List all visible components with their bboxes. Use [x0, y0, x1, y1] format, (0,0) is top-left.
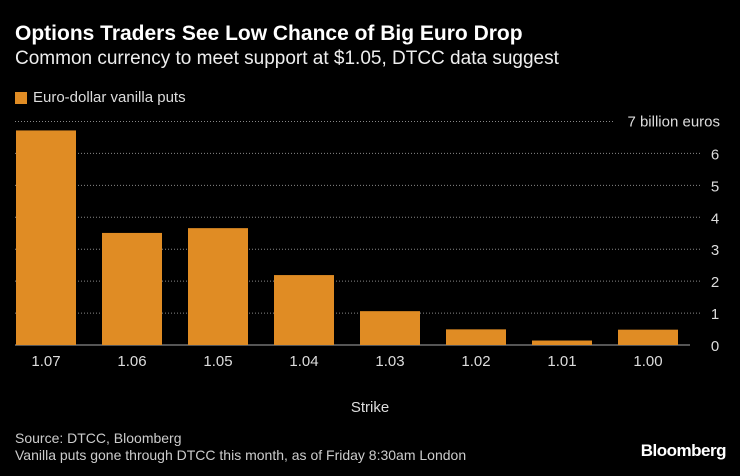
x-tick-label: 1.05 [203, 353, 232, 370]
y-tick-label: 0 [711, 338, 719, 355]
bar-1.04 [274, 275, 334, 345]
chart-title: Options Traders See Low Chance of Big Eu… [15, 22, 523, 45]
y-tick-label: 2 [711, 274, 719, 291]
bar-1.03 [360, 311, 420, 345]
y-tick-label: 5 [711, 178, 719, 195]
x-tick-label: 1.06 [117, 353, 146, 370]
y-tick-label: 6 [711, 146, 719, 163]
footnote-text: Vanilla puts gone through DTCC this mont… [15, 447, 467, 463]
x-tick-label: 1.04 [289, 353, 318, 370]
x-tick-label: 1.02 [461, 353, 490, 370]
y-tick-label: 1 [711, 306, 719, 323]
source-text: Source: DTCC, Bloomberg [15, 430, 182, 446]
bar-1.00 [618, 329, 678, 345]
bar-1.06 [102, 232, 162, 345]
y-tick-label: 4 [711, 210, 719, 227]
y-tick-label: 3 [711, 242, 719, 259]
y-unit-label: 7 billion euros [627, 114, 720, 131]
x-tick-label: 1.00 [633, 353, 662, 370]
x-axis-label: Strike [351, 399, 389, 416]
legend-swatch [15, 91, 27, 104]
x-tick-label: 1.01 [547, 353, 576, 370]
x-tick-label: 1.03 [375, 353, 404, 370]
bar-1.02 [446, 329, 506, 345]
bar-1.05 [188, 228, 248, 345]
bloomberg-logo: Bloomberg [640, 441, 727, 460]
bar-1.07 [16, 130, 76, 345]
bar-1.01 [532, 340, 592, 345]
legend-label: Euro-dollar vanilla puts [33, 89, 186, 106]
chart-subtitle: Common currency to meet support at $1.05… [15, 48, 559, 69]
x-tick-label: 1.07 [31, 353, 60, 370]
legend: Euro-dollar vanilla puts [15, 89, 186, 106]
